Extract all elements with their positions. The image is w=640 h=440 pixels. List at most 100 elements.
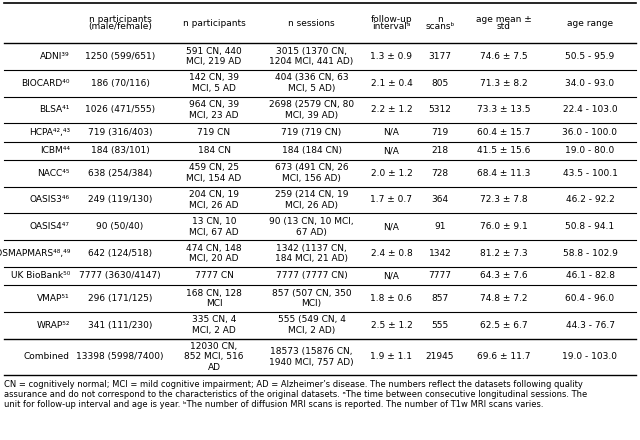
- Text: 7777 (3630/4147): 7777 (3630/4147): [79, 271, 161, 280]
- Text: age mean ±: age mean ±: [476, 15, 532, 24]
- Text: N/A: N/A: [383, 146, 399, 155]
- Text: BLSA⁴¹: BLSA⁴¹: [40, 106, 70, 114]
- Text: 964 CN, 39
MCI, 23 AD: 964 CN, 39 MCI, 23 AD: [189, 100, 239, 120]
- Text: 91: 91: [435, 222, 445, 231]
- Text: 13398 (5998/7400): 13398 (5998/7400): [76, 352, 164, 361]
- Text: WRAP⁵²: WRAP⁵²: [36, 321, 70, 330]
- Text: OASIS3⁴⁶: OASIS3⁴⁶: [30, 195, 70, 204]
- Text: 2.2 ± 1.2: 2.2 ± 1.2: [371, 106, 412, 114]
- Text: UK BioBank⁵⁰: UK BioBank⁵⁰: [11, 271, 70, 280]
- Text: 728: 728: [431, 169, 449, 178]
- Text: assurance and do not correspond to the characteristics of the original datasets.: assurance and do not correspond to the c…: [4, 390, 588, 399]
- Text: n: n: [437, 15, 443, 24]
- Text: 76.0 ± 9.1: 76.0 ± 9.1: [480, 222, 528, 231]
- Text: 1342 (1137 CN,
184 MCI, 21 AD): 1342 (1137 CN, 184 MCI, 21 AD): [275, 243, 348, 263]
- Text: 555: 555: [431, 321, 449, 330]
- Text: 673 (491 CN, 26
MCI, 156 AD): 673 (491 CN, 26 MCI, 156 AD): [275, 163, 348, 183]
- Text: 43.5 - 100.1: 43.5 - 100.1: [563, 169, 618, 178]
- Text: 857 (507 CN, 350
MCI): 857 (507 CN, 350 MCI): [272, 289, 351, 308]
- Text: 168 CN, 128
MCI: 168 CN, 128 MCI: [186, 289, 242, 308]
- Text: 1.3 ± 0.9: 1.3 ± 0.9: [371, 52, 413, 61]
- Text: Combined: Combined: [24, 352, 70, 361]
- Text: 34.0 - 93.0: 34.0 - 93.0: [565, 79, 614, 88]
- Text: 12030 CN,
852 MCI, 516
AD: 12030 CN, 852 MCI, 516 AD: [184, 341, 244, 372]
- Text: ICBM⁴⁴: ICBM⁴⁴: [40, 146, 70, 155]
- Text: 184 (184 CN): 184 (184 CN): [282, 146, 342, 155]
- Text: 638 (254/384): 638 (254/384): [88, 169, 152, 178]
- Text: 72.3 ± 7.8: 72.3 ± 7.8: [480, 195, 528, 204]
- Text: 46.1 - 82.8: 46.1 - 82.8: [566, 271, 614, 280]
- Text: 1.8 ± 0.6: 1.8 ± 0.6: [371, 294, 413, 303]
- Text: 555 (549 CN, 4
MCI, 2 AD): 555 (549 CN, 4 MCI, 2 AD): [278, 315, 346, 335]
- Text: 90 (50/40): 90 (50/40): [97, 222, 143, 231]
- Text: 19.0 - 80.0: 19.0 - 80.0: [565, 146, 614, 155]
- Text: HCPA⁴²,⁴³: HCPA⁴²,⁴³: [29, 128, 70, 137]
- Text: 186 (70/116): 186 (70/116): [91, 79, 149, 88]
- Text: 60.4 - 96.0: 60.4 - 96.0: [565, 294, 614, 303]
- Text: 73.3 ± 13.5: 73.3 ± 13.5: [477, 106, 531, 114]
- Text: 50.5 - 95.9: 50.5 - 95.9: [565, 52, 614, 61]
- Text: 259 (214 CN, 19
MCI, 26 AD): 259 (214 CN, 19 MCI, 26 AD): [275, 190, 348, 210]
- Text: 41.5 ± 15.6: 41.5 ± 15.6: [477, 146, 531, 155]
- Text: n participants: n participants: [182, 18, 245, 27]
- Text: 22.4 - 103.0: 22.4 - 103.0: [563, 106, 618, 114]
- Text: 2.4 ± 0.8: 2.4 ± 0.8: [371, 249, 412, 258]
- Text: 341 (111/230): 341 (111/230): [88, 321, 152, 330]
- Text: CN = cognitively normal; MCI = mild cognitive impairment; AD = Alzheimer’s disea: CN = cognitively normal; MCI = mild cogn…: [4, 380, 583, 389]
- Text: N/A: N/A: [383, 128, 399, 137]
- Text: 81.2 ± 7.3: 81.2 ± 7.3: [480, 249, 528, 258]
- Text: age range: age range: [567, 18, 613, 27]
- Text: 74.8 ± 7.2: 74.8 ± 7.2: [480, 294, 528, 303]
- Text: 1.9 ± 1.1: 1.9 ± 1.1: [371, 352, 413, 361]
- Text: unit for follow-up interval and age is year. ᵇThe number of diffusion MRI scans : unit for follow-up interval and age is y…: [4, 400, 543, 409]
- Text: 142 CN, 39
MCI, 5 AD: 142 CN, 39 MCI, 5 AD: [189, 73, 239, 93]
- Text: 50.8 - 94.1: 50.8 - 94.1: [565, 222, 614, 231]
- Text: 46.2 - 92.2: 46.2 - 92.2: [566, 195, 614, 204]
- Text: 68.4 ± 11.3: 68.4 ± 11.3: [477, 169, 531, 178]
- Text: OASIS4⁴⁷: OASIS4⁴⁷: [30, 222, 70, 231]
- Text: 1026 (471/555): 1026 (471/555): [85, 106, 155, 114]
- Text: 204 CN, 19
MCI, 26 AD: 204 CN, 19 MCI, 26 AD: [189, 190, 239, 210]
- Text: 2.0 ± 1.2: 2.0 ± 1.2: [371, 169, 412, 178]
- Text: 1342: 1342: [429, 249, 451, 258]
- Text: 5312: 5312: [429, 106, 451, 114]
- Text: 296 (171/125): 296 (171/125): [88, 294, 152, 303]
- Text: 44.3 - 76.7: 44.3 - 76.7: [566, 321, 614, 330]
- Text: 335 CN, 4
MCI, 2 AD: 335 CN, 4 MCI, 2 AD: [192, 315, 236, 335]
- Text: 18573 (15876 CN,
1940 MCI, 757 AD): 18573 (15876 CN, 1940 MCI, 757 AD): [269, 347, 354, 367]
- Text: 184 (83/101): 184 (83/101): [91, 146, 149, 155]
- Text: 64.3 ± 7.6: 64.3 ± 7.6: [480, 271, 528, 280]
- Text: 90 (13 CN, 10 MCI,
67 AD): 90 (13 CN, 10 MCI, 67 AD): [269, 217, 354, 237]
- Text: BIOCARD⁴⁰: BIOCARD⁴⁰: [22, 79, 70, 88]
- Text: 719 (316/403): 719 (316/403): [88, 128, 152, 137]
- Text: 218: 218: [431, 146, 449, 155]
- Text: 58.8 - 102.9: 58.8 - 102.9: [563, 249, 618, 258]
- Text: 249 (119/130): 249 (119/130): [88, 195, 152, 204]
- Text: n sessions: n sessions: [288, 18, 335, 27]
- Text: 1250 (599/651): 1250 (599/651): [85, 52, 155, 61]
- Text: 71.3 ± 8.2: 71.3 ± 8.2: [480, 79, 528, 88]
- Text: 184 CN: 184 CN: [198, 146, 230, 155]
- Text: 364: 364: [431, 195, 449, 204]
- Text: 474 CN, 148
MCI, 20 AD: 474 CN, 148 MCI, 20 AD: [186, 243, 242, 263]
- Text: NACC⁴⁵: NACC⁴⁵: [38, 169, 70, 178]
- Text: 13 CN, 10
MCI, 67 AD: 13 CN, 10 MCI, 67 AD: [189, 217, 239, 237]
- Text: 60.4 ± 15.7: 60.4 ± 15.7: [477, 128, 531, 137]
- Text: 2698 (2579 CN, 80
MCI, 39 AD): 2698 (2579 CN, 80 MCI, 39 AD): [269, 100, 354, 120]
- Text: follow-up: follow-up: [371, 15, 412, 24]
- Text: 857: 857: [431, 294, 449, 303]
- Text: 3015 (1370 CN,
1204 MCI, 441 AD): 3015 (1370 CN, 1204 MCI, 441 AD): [269, 47, 354, 66]
- Text: 3177: 3177: [429, 52, 451, 61]
- Text: 719 (719 CN): 719 (719 CN): [282, 128, 342, 137]
- Text: 459 CN, 25
MCI, 154 AD: 459 CN, 25 MCI, 154 AD: [186, 163, 242, 183]
- Text: 62.5 ± 6.7: 62.5 ± 6.7: [480, 321, 528, 330]
- Text: 2.5 ± 1.2: 2.5 ± 1.2: [371, 321, 412, 330]
- Text: std: std: [497, 22, 511, 31]
- Text: VMAP⁵¹: VMAP⁵¹: [37, 294, 70, 303]
- Text: ROSMAPMARS⁴⁸,⁴⁹: ROSMAPMARS⁴⁸,⁴⁹: [0, 249, 70, 258]
- Text: 7777 CN: 7777 CN: [195, 271, 234, 280]
- Text: 404 (336 CN, 63
MCI, 5 AD): 404 (336 CN, 63 MCI, 5 AD): [275, 73, 348, 93]
- Text: scansᵇ: scansᵇ: [426, 22, 454, 31]
- Text: 591 CN, 440
MCI, 219 AD: 591 CN, 440 MCI, 219 AD: [186, 47, 242, 66]
- Text: 1.7 ± 0.7: 1.7 ± 0.7: [371, 195, 413, 204]
